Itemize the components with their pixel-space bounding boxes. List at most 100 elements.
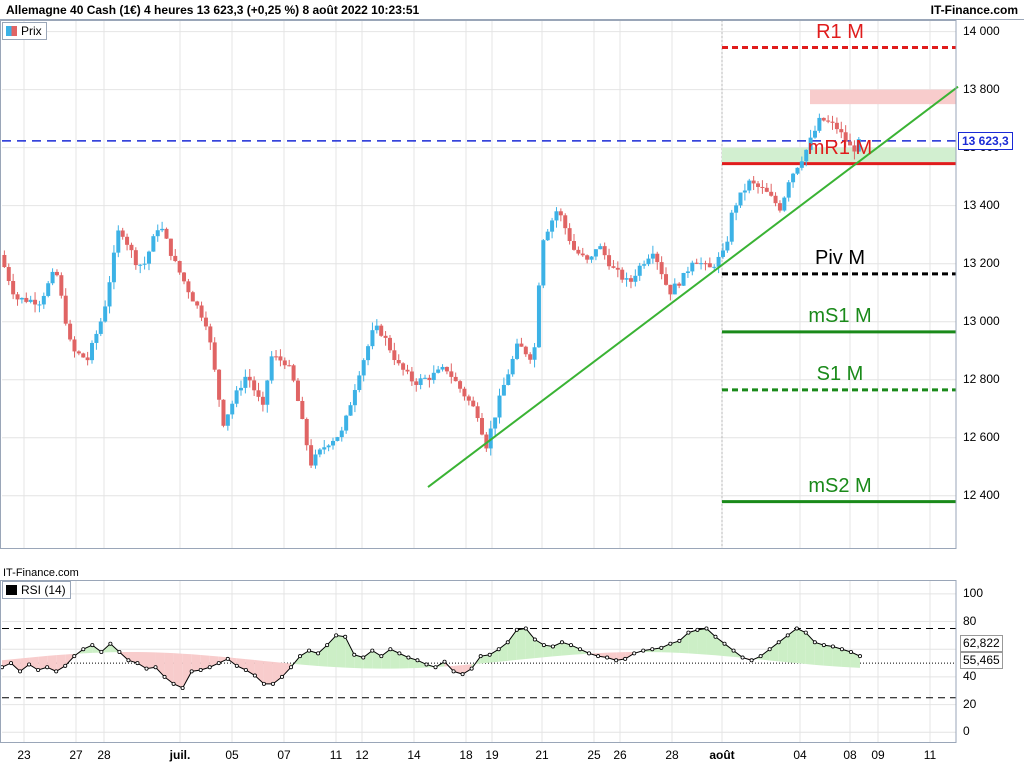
rsi-point: [415, 658, 420, 663]
rsi-point: [18, 669, 23, 674]
candle-body: [116, 230, 121, 253]
candle-body: [195, 301, 200, 306]
rsi-point: [370, 648, 375, 653]
zone-band: [810, 89, 956, 105]
rsi-tick-label: 100: [963, 585, 984, 600]
candle-body: [168, 238, 173, 256]
rsi-fill-segment: [20, 657, 30, 672]
candle-body: [409, 371, 414, 382]
candle-body: [392, 350, 397, 361]
rsi-point: [108, 641, 113, 646]
candle-body: [142, 263, 147, 265]
candle-body: [234, 390, 239, 404]
candle-body: [164, 228, 169, 239]
candle-body: [37, 304, 42, 306]
x-tick-label: 08: [843, 748, 857, 762]
candle-body: [791, 173, 796, 183]
candle-body: [703, 263, 708, 265]
rsi-point: [316, 651, 321, 656]
candle-body: [326, 445, 331, 448]
rsi-fill-segment: [670, 640, 680, 653]
rsi-point: [90, 643, 95, 648]
candle-body: [111, 252, 116, 283]
candle-body: [238, 387, 243, 391]
rsi-point: [794, 626, 799, 631]
candle-body: [571, 241, 576, 250]
x-tick-label: 12: [355, 748, 369, 762]
candle-body: [133, 250, 138, 266]
trendline: [427, 85, 959, 488]
candle-body: [352, 390, 357, 406]
candle-body: [712, 266, 717, 268]
candle-body: [694, 262, 699, 264]
candle-body: [19, 297, 24, 300]
candle-body: [453, 376, 458, 382]
level-label: R1 M: [816, 20, 864, 43]
candle-body: [479, 418, 484, 435]
rsi-point: [171, 681, 176, 686]
rsi-tick-label: 0: [963, 724, 970, 739]
candle-body: [98, 321, 103, 334]
x-tick-label: 27: [69, 748, 83, 762]
price-legend[interactable]: Prix: [2, 22, 47, 40]
price-tick-label: 13 000: [963, 313, 1000, 328]
price-tick-label: 13 200: [963, 255, 1000, 270]
candle-body: [690, 262, 695, 272]
candle-body: [756, 183, 761, 187]
x-tick-label: 19: [485, 748, 499, 762]
candle-body: [558, 211, 563, 216]
price-legend-swatch: [6, 26, 17, 36]
rsi-fill-segment: [318, 645, 328, 667]
rsi-fill-segment: [661, 643, 671, 653]
rsi-point: [379, 654, 384, 659]
price-zones: [722, 89, 956, 163]
candle-body: [160, 228, 165, 231]
candle-body: [440, 366, 445, 370]
candle-body: [182, 272, 187, 282]
rsi-point: [153, 665, 158, 670]
candle-body: [28, 299, 33, 302]
rsi-point: [749, 658, 754, 663]
candle-body: [85, 357, 90, 361]
rsi-value-2: 55,465: [960, 652, 1003, 669]
rsi-legend[interactable]: RSI (14): [2, 581, 71, 599]
candle-body: [291, 365, 296, 381]
candle-body: [593, 249, 598, 257]
rsi-fill-segment: [291, 656, 301, 668]
x-tick-label: 23: [17, 748, 31, 762]
candle-body: [2, 254, 7, 268]
candle-body: [212, 342, 217, 370]
x-tick-label: 04: [793, 748, 807, 762]
rsi-point: [722, 641, 727, 646]
rsi-fill-segment: [814, 642, 824, 666]
candle-body: [186, 281, 191, 293]
rsi-fill-segment: [408, 657, 418, 669]
rsi-fill-segment: [796, 628, 806, 665]
rsi-point: [207, 665, 212, 670]
rsi-point: [731, 648, 736, 653]
candle-body: [532, 347, 537, 360]
candle-body: [567, 228, 572, 242]
rsi-point: [758, 654, 763, 659]
candle-body: [848, 141, 853, 146]
candle-body: [751, 180, 756, 184]
rsi-point: [36, 668, 41, 673]
price-legend-label: Prix: [21, 24, 42, 38]
x-tick-label: 26: [613, 748, 627, 762]
rsi-fill-segment: [525, 628, 535, 659]
candle-body: [138, 264, 143, 266]
rsi-fill-segment: [679, 632, 689, 654]
rsi-panel: [0, 580, 956, 742]
rsi-point: [523, 626, 528, 631]
candle-body: [729, 212, 734, 242]
candle-body: [519, 343, 524, 347]
price-tick-label: 12 400: [963, 487, 1000, 502]
rsi-fill-segment: [616, 652, 626, 661]
candle-body: [107, 282, 112, 307]
rsi-fill-segment: [146, 652, 156, 669]
candle-body: [129, 244, 134, 251]
rsi-point: [587, 651, 592, 656]
candle-body: [313, 454, 318, 466]
rsi-point: [45, 665, 50, 670]
brand-label[interactable]: IT-Finance.com: [930, 3, 1018, 17]
